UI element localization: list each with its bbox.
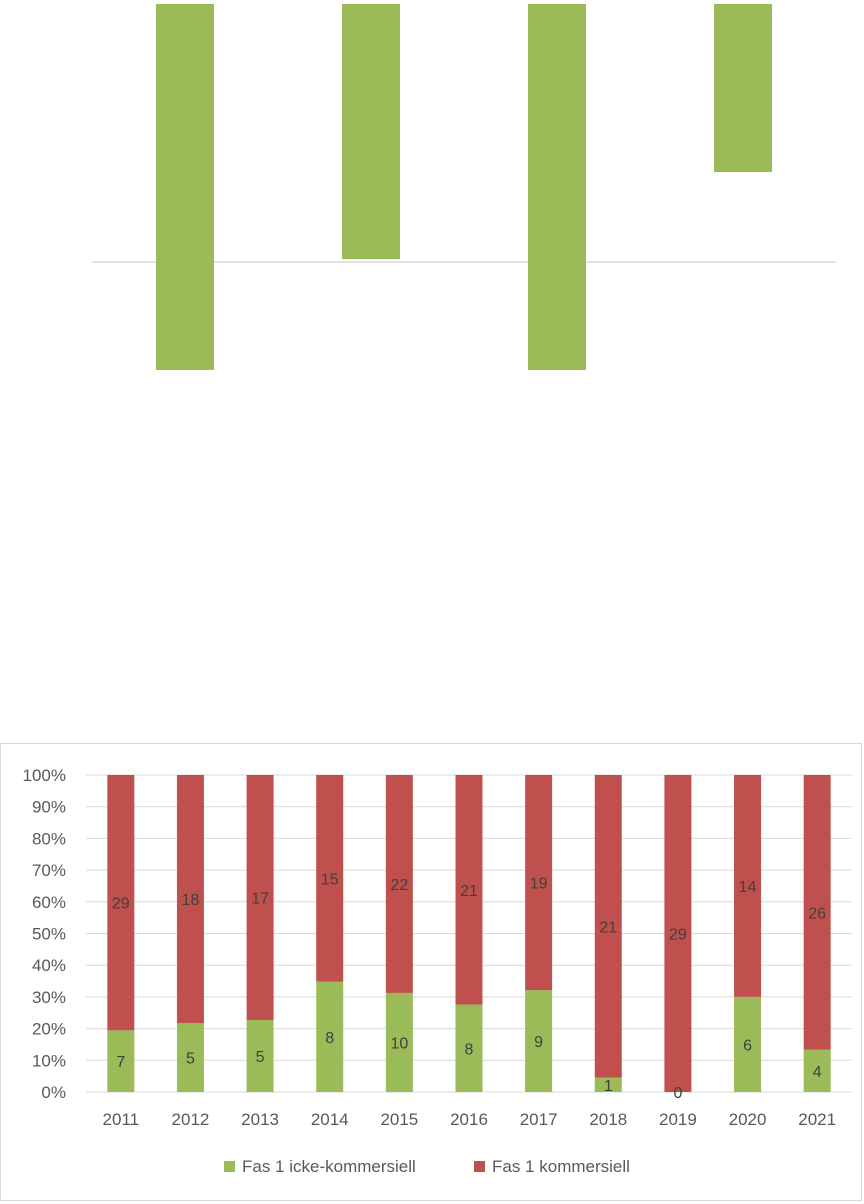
y-tick-label: 50% (32, 925, 66, 944)
bar-segment-fas1-kommersiell (664, 775, 692, 1092)
top-bar (342, 4, 400, 259)
bar-segment-fas1-kommersiell (525, 775, 553, 991)
y-tick-label: 10% (32, 1051, 66, 1070)
bar-segment-fas1-kommersiell (316, 775, 344, 982)
data-label: 8 (465, 1041, 474, 1058)
x-tick-label: 2011 (103, 1110, 140, 1129)
y-tick-label: 70% (32, 861, 66, 880)
y-tick-label: 60% (32, 893, 66, 912)
bar-segment-fas1-kommersiell (734, 775, 762, 997)
y-tick-label: 40% (32, 956, 66, 975)
legend-label: Fas 1 kommersiell (492, 1157, 630, 1176)
top-bar-chart (92, 4, 836, 370)
data-label: 18 (182, 892, 200, 909)
data-label: 9 (534, 1034, 543, 1051)
data-label: 22 (390, 877, 408, 894)
x-tick-label: 2017 (520, 1110, 558, 1129)
y-tick-label: 90% (32, 798, 66, 817)
legend-label: Fas 1 icke-kommersiell (242, 1157, 416, 1176)
data-label: 8 (325, 1030, 334, 1047)
data-label: 26 (808, 905, 826, 922)
data-label: 5 (256, 1049, 265, 1066)
bar-segment-fas1-kommersiell (246, 775, 274, 1020)
bar-segment-fas1-icke-kommersiell (246, 1019, 274, 1092)
bar-segment-fas1-icke-kommersiell (734, 996, 762, 1092)
x-tick-label: 2020 (729, 1110, 767, 1129)
data-label: 21 (460, 883, 478, 900)
data-label: 17 (251, 890, 269, 907)
bar-segment-fas1-icke-kommersiell (316, 981, 344, 1092)
bar-segment-fas1-kommersiell (176, 775, 204, 1024)
data-label: 6 (743, 1037, 752, 1054)
top-bar (528, 4, 586, 370)
bar-segment-fas1-icke-kommersiell (455, 1004, 483, 1092)
bar-segment-fas1-kommersiell (385, 775, 413, 993)
stacked-percent-bar-chart: 0% 10% 20% 30% 40% 50% 60% 70% 80% 90% 100% 7 29 2011… (23, 766, 852, 1176)
x-tick-label: 2018 (589, 1110, 627, 1129)
data-label: 29 (669, 927, 687, 944)
data-label: 21 (599, 919, 617, 936)
bar-segment-fas1-icke-kommersiell (176, 1023, 204, 1092)
bar-segment-fas1-icke-kommersiell (525, 990, 553, 1092)
data-label: 15 (321, 871, 339, 888)
data-label: 1 (604, 1078, 613, 1095)
x-tick-label: 2014 (311, 1110, 349, 1129)
y-tick-label: 80% (32, 829, 66, 848)
data-label: 19 (530, 876, 548, 893)
bar-segment-fas1-icke-kommersiell (385, 992, 413, 1092)
x-tick-label: 2013 (241, 1110, 279, 1129)
data-label: 0 (673, 1085, 682, 1102)
y-tick-label: 30% (32, 988, 66, 1007)
data-label: 29 (112, 896, 130, 913)
y-tick-label: 100% (23, 766, 66, 785)
bar-segment-fas1-icke-kommersiell (803, 1049, 831, 1092)
y-tick-label: 0% (41, 1083, 66, 1102)
bar-segment-fas1-kommersiell (455, 775, 483, 1005)
x-tick-label: 2015 (380, 1110, 418, 1129)
bar-segment-fas1-icke-kommersiell (594, 1077, 622, 1092)
data-label: 4 (813, 1064, 822, 1081)
data-label: 10 (390, 1035, 408, 1052)
legend-swatch (474, 1161, 485, 1172)
x-tick-label: 2019 (659, 1110, 697, 1129)
y-tick-label: 20% (32, 1020, 66, 1039)
chart-frame (0, 743, 862, 1201)
x-tick-label: 2012 (172, 1110, 210, 1129)
data-label: 7 (116, 1054, 125, 1071)
bar-segment-fas1-icke-kommersiell (107, 1030, 135, 1092)
top-bar (714, 4, 772, 172)
bar-segment-fas1-kommersiell (107, 775, 135, 1031)
bar-segment-fas1-kommersiell (803, 775, 831, 1050)
x-tick-label: 2021 (798, 1110, 836, 1129)
data-label: 5 (186, 1051, 195, 1068)
bar-segment-fas1-kommersiell (594, 775, 622, 1078)
top-bar (156, 4, 214, 370)
legend-swatch (224, 1161, 235, 1172)
x-tick-label: 2016 (450, 1110, 488, 1129)
data-label: 14 (739, 879, 757, 896)
